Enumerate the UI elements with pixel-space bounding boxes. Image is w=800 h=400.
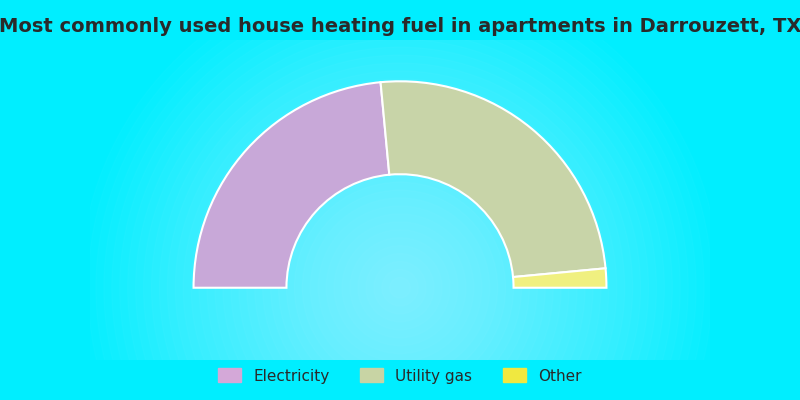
Legend: Electricity, Utility gas, Other: Electricity, Utility gas, Other [212,362,588,390]
Wedge shape [381,81,606,277]
Text: Most commonly used house heating fuel in apartments in Darrouzett, TX: Most commonly used house heating fuel in… [0,17,800,36]
Wedge shape [513,268,606,288]
Wedge shape [194,82,390,288]
